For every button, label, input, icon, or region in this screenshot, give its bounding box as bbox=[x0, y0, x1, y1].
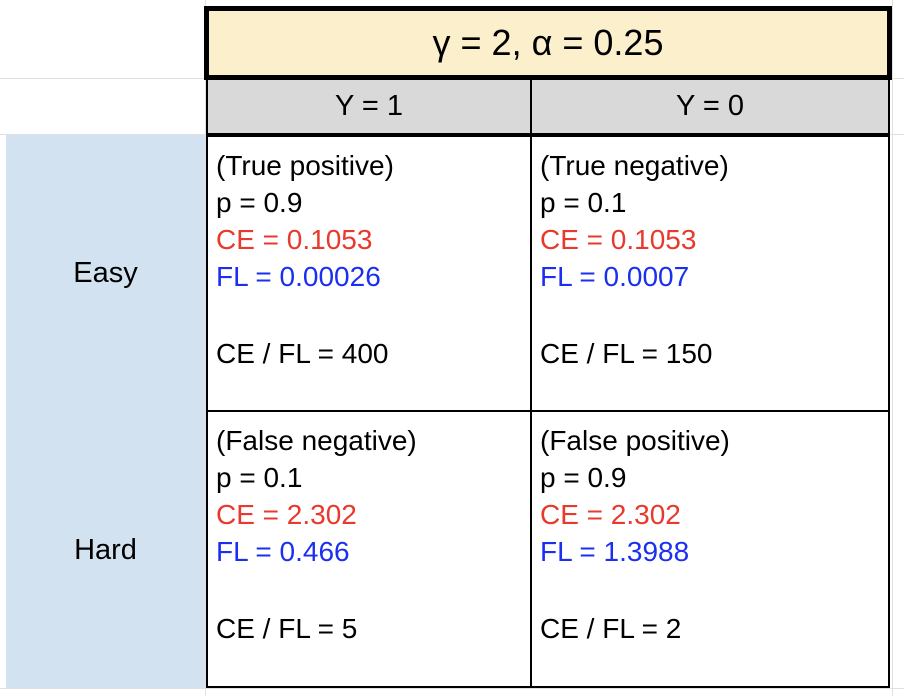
cell-hard-y0[interactable]: (False positive) p = 0.9 CE = 2.302 FL =… bbox=[530, 410, 890, 688]
case-label: (True negative) bbox=[540, 150, 729, 181]
fl-value: FL = 0.466 bbox=[216, 536, 350, 567]
row-header-label: Hard bbox=[74, 533, 137, 566]
row-header-easy[interactable]: Easy bbox=[6, 135, 205, 412]
ce-value: CE = 0.1053 bbox=[216, 224, 373, 255]
title-cell[interactable]: γ = 2, α = 0.25 bbox=[204, 6, 892, 80]
ce-value: CE = 0.1053 bbox=[540, 224, 697, 255]
sheet-gridline bbox=[205, 0, 206, 696]
ce-fl-ratio: CE / FL = 2 bbox=[540, 613, 682, 644]
cell-hard-y1[interactable]: (False negative) p = 0.1 CE = 2.302 FL =… bbox=[206, 410, 532, 688]
column-header-label: Y = 1 bbox=[335, 90, 403, 122]
probability-value: p = 0.1 bbox=[540, 187, 627, 218]
case-label: (False positive) bbox=[540, 425, 730, 456]
row-header-label: Easy bbox=[73, 257, 138, 289]
fl-value: FL = 1.3988 bbox=[540, 536, 690, 567]
ce-fl-ratio: CE / FL = 5 bbox=[216, 613, 358, 644]
fl-value: FL = 0.0007 bbox=[540, 261, 690, 292]
case-label: (True positive) bbox=[216, 150, 394, 181]
column-header-y0[interactable]: Y = 0 bbox=[530, 80, 890, 135]
probability-value: p = 0.9 bbox=[540, 462, 627, 493]
ce-value: CE = 2.302 bbox=[216, 499, 357, 530]
sheet-gridline bbox=[0, 688, 904, 689]
column-header-label: Y = 0 bbox=[676, 90, 744, 122]
case-label: (False negative) bbox=[216, 425, 417, 456]
ce-fl-ratio: CE / FL = 400 bbox=[216, 338, 389, 369]
ce-fl-ratio: CE / FL = 150 bbox=[540, 338, 713, 369]
row-header-hard[interactable]: Hard bbox=[6, 412, 205, 688]
ce-value: CE = 2.302 bbox=[540, 499, 681, 530]
probability-value: p = 0.9 bbox=[216, 187, 303, 218]
cell-easy-y1[interactable]: (True positive) p = 0.9 CE = 0.1053 FL =… bbox=[206, 135, 532, 412]
fl-value: FL = 0.00026 bbox=[216, 261, 381, 292]
probability-value: p = 0.1 bbox=[216, 462, 303, 493]
table-title: γ = 2, α = 0.25 bbox=[432, 22, 664, 63]
cell-easy-y0[interactable]: (True negative) p = 0.1 CE = 0.1053 FL =… bbox=[530, 135, 890, 412]
sheet-gridline bbox=[892, 0, 893, 696]
column-header-y1[interactable]: Y = 1 bbox=[206, 80, 532, 135]
